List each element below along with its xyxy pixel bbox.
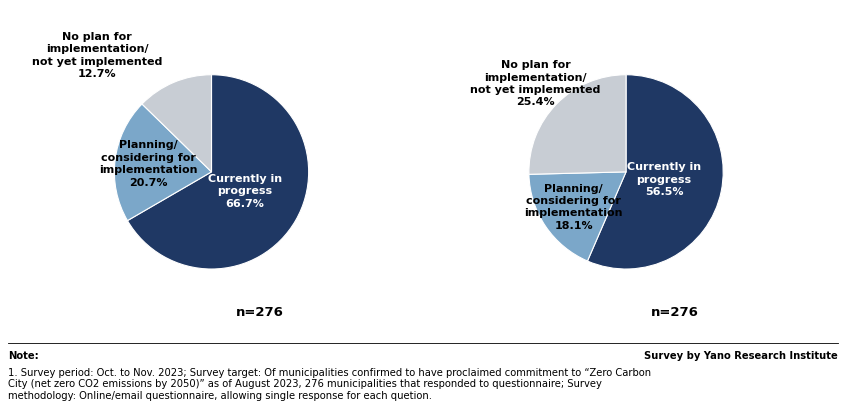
Wedge shape	[142, 75, 212, 172]
Wedge shape	[529, 172, 626, 261]
Wedge shape	[114, 104, 212, 221]
Text: n=276: n=276	[651, 306, 699, 319]
Text: Survey by Yano Research Institute: Survey by Yano Research Institute	[644, 351, 838, 361]
Text: n=276: n=276	[236, 306, 284, 319]
Text: Currently in
progress
56.5%: Currently in progress 56.5%	[627, 162, 701, 197]
Wedge shape	[128, 75, 309, 269]
Text: No plan for
implementation/
not yet implemented
25.4%: No plan for implementation/ not yet impl…	[470, 60, 601, 107]
Text: Currently in
progress
66.7%: Currently in progress 66.7%	[208, 174, 283, 209]
Text: Planning/
considering for
implementation
20.7%: Planning/ considering for implementation…	[100, 141, 198, 188]
Text: 1. Survey period: Oct. to Nov. 2023; Survey target: Of municipalities confirmed : 1. Survey period: Oct. to Nov. 2023; Sur…	[8, 368, 651, 401]
Wedge shape	[587, 75, 723, 269]
Text: Planning/
considering for
implementation
18.1%: Planning/ considering for implementation…	[525, 184, 623, 231]
Text: No plan for
implementation/
not yet implemented
12.7%: No plan for implementation/ not yet impl…	[32, 32, 162, 79]
Wedge shape	[529, 75, 626, 174]
Text: Note:: Note:	[8, 351, 39, 361]
